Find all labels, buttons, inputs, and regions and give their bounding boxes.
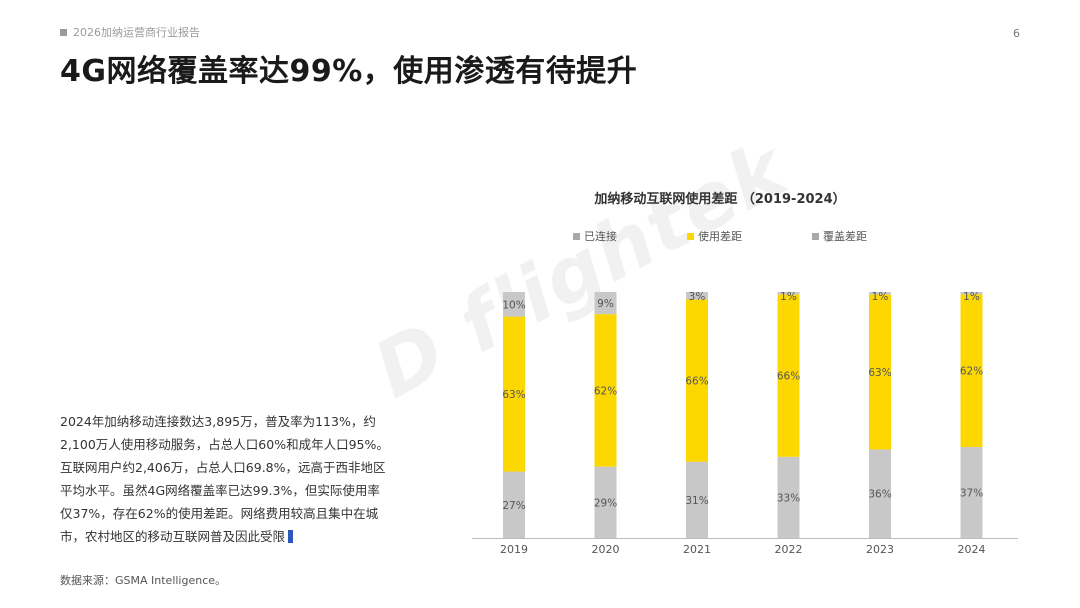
- bar-segment: [960, 292, 983, 295]
- data-label: 62%: [594, 385, 617, 397]
- data-label: 1%: [780, 291, 797, 303]
- data-label: 62%: [960, 366, 983, 378]
- bar-segment: [960, 294, 983, 447]
- report-tag: 2026加纳运营商行业报告: [60, 24, 200, 40]
- bar-segment: [777, 292, 800, 295]
- data-label: 63%: [868, 367, 891, 379]
- legend-swatch: [812, 232, 819, 240]
- bar-segment: [869, 292, 891, 295]
- data-label: 1%: [963, 291, 980, 303]
- bar-segment: [777, 294, 800, 457]
- bar-segment: [686, 461, 708, 538]
- legend-label: 已连接: [584, 230, 617, 243]
- chart-svg: 27% 63% 10% 2019 29% 62% 9% 2020 31% 66% 3% 2021 33%…: [472, 291, 1018, 556]
- chart-title: 加纳移动互联网使用差距 （2019-2024）: [594, 192, 846, 207]
- data-label: 37%: [960, 487, 983, 499]
- data-label: 66%: [685, 376, 708, 388]
- square-icon: [60, 28, 67, 36]
- data-label: 31%: [685, 495, 708, 507]
- data-label: 29%: [594, 497, 617, 509]
- report-tag-text: 2026加纳运营商行业报告: [73, 26, 200, 39]
- legend-label: 覆盖差距: [823, 230, 867, 243]
- x-tick-label: 2021: [683, 543, 711, 556]
- chart-legend: 已连接 使用差距 覆盖差距: [470, 228, 970, 244]
- data-label: 27%: [502, 500, 525, 512]
- bar-segment: [686, 292, 708, 300]
- x-tick-label: 2022: [775, 543, 803, 556]
- bar-segment: [869, 294, 891, 450]
- bar-segment: [777, 456, 800, 538]
- bar-segment: [594, 292, 617, 315]
- bar-segment: [594, 314, 617, 467]
- chart-container: 加纳移动互联网使用差距 （2019-2024） 已连接 使用差距 覆盖差距 27% 6…: [470, 180, 1030, 580]
- bar-segment: [503, 316, 525, 472]
- bar-segment: [686, 299, 708, 462]
- body-paragraph: 2024年加纳移动连接数达3,895万，普及率为113%，约2,100万人使用移…: [60, 410, 390, 548]
- bar-segment: [960, 446, 983, 538]
- x-tick-label: 2019: [500, 543, 528, 556]
- bar-segment: [503, 292, 525, 317]
- x-tick-label: 2023: [866, 543, 894, 556]
- bar-segment: [594, 466, 617, 538]
- data-label: 10%: [502, 299, 525, 311]
- data-label: 66%: [777, 371, 800, 383]
- data-label: 33%: [777, 492, 800, 504]
- legend-item: 使用差距: [687, 228, 742, 244]
- data-label: 1%: [872, 291, 889, 303]
- data-label: 3%: [689, 291, 706, 303]
- legend-item: 覆盖差距: [812, 228, 867, 244]
- data-label: 9%: [597, 298, 614, 310]
- legend-swatch: [687, 232, 694, 240]
- legend-label: 使用差距: [698, 230, 742, 243]
- page-number: 6: [1013, 27, 1020, 40]
- bar-segment: [869, 449, 891, 538]
- x-tick-label: 2024: [958, 543, 986, 556]
- x-tick-label: 2020: [592, 543, 620, 556]
- page-title: 4G网络覆盖率达99%，使用渗透有待提升: [60, 54, 638, 89]
- body-paragraph-text: 2024年加纳移动连接数达3,895万，普及率为113%，约2,100万人使用移…: [60, 414, 389, 544]
- data-label: 63%: [502, 389, 525, 401]
- text-cursor-icon: [288, 530, 294, 543]
- bar-segment: [503, 471, 525, 538]
- legend-item: 已连接: [573, 228, 617, 244]
- source-note: 数据来源：GSMA Intelligence。: [60, 574, 227, 587]
- legend-swatch: [573, 232, 580, 240]
- data-label: 36%: [868, 489, 891, 501]
